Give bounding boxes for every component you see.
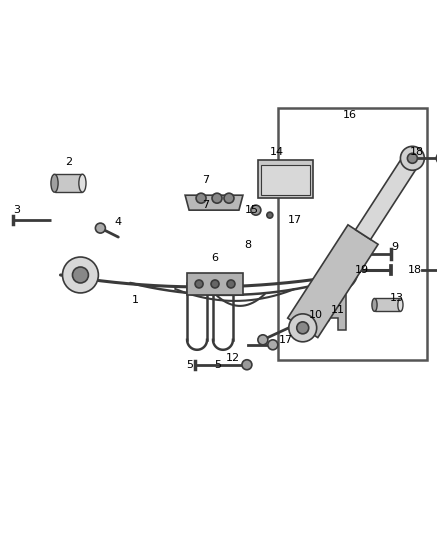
Text: 14: 14 — [270, 147, 284, 157]
Circle shape — [407, 154, 417, 163]
Text: 15: 15 — [245, 205, 259, 215]
Text: 18: 18 — [410, 147, 424, 157]
Text: 5: 5 — [215, 360, 222, 370]
Text: 16: 16 — [343, 110, 357, 120]
Bar — [278, 108, 427, 360]
Bar — [261, 165, 310, 195]
Bar — [308, 309, 328, 321]
Text: 5: 5 — [187, 360, 194, 370]
Bar — [374, 298, 400, 311]
Polygon shape — [318, 295, 346, 330]
Text: 3: 3 — [13, 205, 20, 215]
Circle shape — [196, 193, 206, 203]
Bar — [258, 160, 313, 198]
Text: 7: 7 — [202, 200, 210, 210]
Circle shape — [251, 205, 261, 215]
Text: 1: 1 — [132, 295, 139, 305]
Polygon shape — [356, 154, 420, 239]
Text: 18: 18 — [408, 265, 422, 275]
Text: 17: 17 — [288, 215, 302, 225]
Polygon shape — [185, 195, 243, 210]
Ellipse shape — [51, 174, 58, 192]
Circle shape — [227, 280, 235, 288]
Bar — [54, 174, 82, 192]
Circle shape — [212, 193, 222, 203]
Polygon shape — [288, 225, 378, 337]
Text: 6: 6 — [212, 253, 219, 263]
Circle shape — [242, 360, 252, 370]
Text: 8: 8 — [244, 240, 251, 250]
Text: 9: 9 — [391, 242, 398, 252]
Text: 4: 4 — [115, 217, 122, 227]
Circle shape — [72, 267, 88, 283]
Circle shape — [321, 254, 357, 290]
Ellipse shape — [79, 174, 86, 192]
Circle shape — [195, 280, 203, 288]
Text: 11: 11 — [331, 305, 345, 315]
Text: 13: 13 — [389, 293, 403, 303]
Circle shape — [211, 280, 219, 288]
Circle shape — [267, 212, 273, 218]
Circle shape — [436, 152, 438, 164]
Ellipse shape — [398, 298, 403, 311]
Text: 7: 7 — [202, 175, 210, 185]
Circle shape — [297, 322, 309, 334]
Circle shape — [258, 335, 268, 345]
Circle shape — [400, 147, 424, 170]
Bar — [187, 273, 243, 295]
Text: 17: 17 — [279, 335, 293, 345]
Text: 10: 10 — [309, 310, 323, 320]
Circle shape — [95, 223, 106, 233]
Circle shape — [63, 257, 99, 293]
Circle shape — [289, 314, 317, 342]
Circle shape — [268, 340, 278, 350]
Ellipse shape — [305, 309, 310, 321]
Ellipse shape — [372, 298, 377, 311]
Ellipse shape — [325, 309, 330, 321]
Text: 12: 12 — [226, 353, 240, 363]
Circle shape — [332, 264, 348, 280]
Text: 19: 19 — [354, 265, 369, 275]
Circle shape — [224, 193, 234, 203]
Text: 2: 2 — [65, 157, 72, 167]
